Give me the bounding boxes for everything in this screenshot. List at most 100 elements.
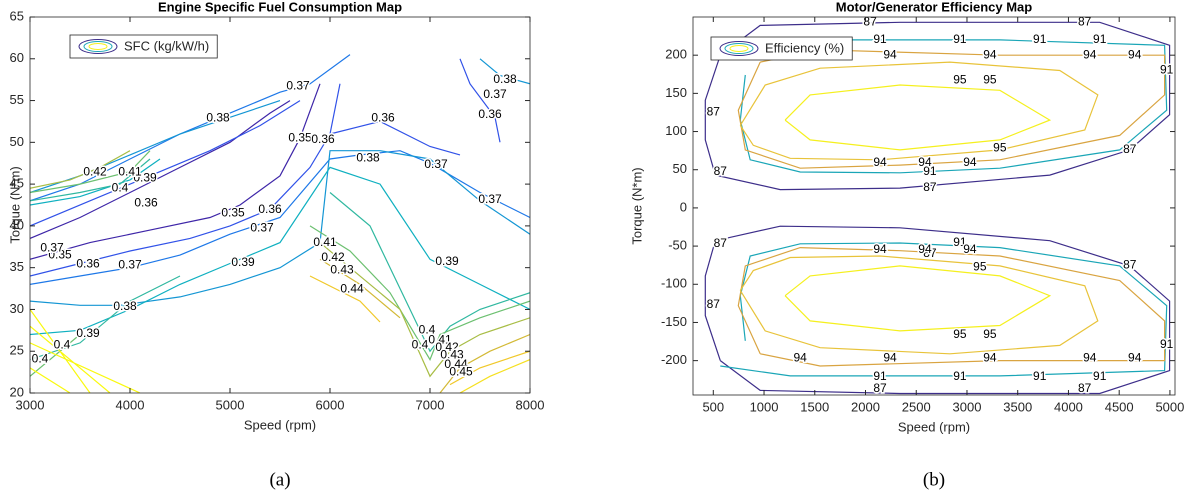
contour-label: 94 bbox=[873, 242, 887, 256]
contour-label: 91 bbox=[1160, 337, 1174, 351]
contour-label: 0.36 bbox=[76, 256, 100, 270]
contour-label: 87 bbox=[1123, 257, 1137, 271]
contour-label: 0.4 bbox=[112, 180, 129, 194]
contour-label: 0.41 bbox=[313, 235, 337, 249]
contour-label: 0.4 bbox=[419, 323, 436, 337]
contour-label: 0.44 bbox=[340, 282, 364, 296]
x-tick-label: 6000 bbox=[316, 397, 345, 412]
contour-line bbox=[737, 49, 1166, 367]
contour-label: 94 bbox=[918, 155, 932, 169]
x-tick-label: 5000 bbox=[1155, 399, 1184, 414]
contour-line bbox=[30, 58, 501, 277]
contour-label: 95 bbox=[983, 73, 997, 87]
contour-label: 0.36 bbox=[371, 110, 395, 124]
contour-label: 0.37 bbox=[286, 79, 310, 93]
contour-label: 0.39 bbox=[133, 170, 157, 184]
contour-line bbox=[30, 150, 530, 378]
contour-label: 0.37 bbox=[478, 192, 502, 206]
y-tick-label: 200 bbox=[665, 47, 687, 62]
contour-label: 94 bbox=[983, 351, 997, 365]
contour-label: 91 bbox=[953, 369, 967, 383]
legend-icon bbox=[719, 41, 759, 56]
contour-label: 87 bbox=[1078, 381, 1092, 395]
contour-label: 94 bbox=[1083, 47, 1097, 61]
contour-label: 87 bbox=[714, 236, 728, 250]
plot-content: 0.350.350.350.360.36 0.360.360.36 0.360.37… bbox=[30, 54, 530, 393]
contour-label: 0.38 bbox=[493, 72, 517, 86]
x-tick-label: 4500 bbox=[1105, 399, 1134, 414]
legend-icon bbox=[729, 45, 749, 52]
y-tick-label: -150 bbox=[661, 314, 687, 329]
x-tick-label: 3000 bbox=[16, 397, 45, 412]
legend: Efficiency (%) bbox=[710, 36, 853, 61]
contour-label: 0.37 bbox=[250, 221, 274, 235]
y-tick-label: 0 bbox=[680, 199, 687, 214]
legend: SFC (kg/kW/h) bbox=[69, 34, 218, 59]
x-axis-label: Speed (rpm) bbox=[898, 419, 970, 434]
y-tick-label: -200 bbox=[661, 352, 687, 367]
contour-label: 0.39 bbox=[435, 254, 459, 268]
contour-label: 0.37 bbox=[424, 157, 448, 171]
legend-label: SFC (kg/kW/h) bbox=[124, 38, 209, 53]
contour-label: 0.38 bbox=[356, 150, 380, 164]
contour-label: 94 bbox=[793, 351, 807, 365]
x-axis-label: Speed (rpm) bbox=[244, 417, 316, 432]
contour-label: 0.35 bbox=[48, 247, 72, 261]
contour-line bbox=[30, 158, 530, 336]
contour-line bbox=[459, 359, 530, 393]
contour-label: 87 bbox=[923, 180, 937, 194]
contour-label: 0.39 bbox=[231, 255, 255, 269]
x-tick-label: 1500 bbox=[800, 399, 829, 414]
chart: 0.350.350.350.360.36 0.360.360.36 0.360.37… bbox=[7, 0, 544, 490]
contour-label: 0.39 bbox=[76, 326, 100, 340]
contour-label: 94 bbox=[1128, 47, 1142, 61]
contour-line bbox=[739, 61, 1099, 355]
y-tick-label: -50 bbox=[668, 238, 687, 253]
contour-label: 94 bbox=[883, 351, 897, 365]
contour-label: 95 bbox=[953, 327, 967, 341]
axes-box bbox=[29, 16, 531, 394]
x-tick-label: 500 bbox=[702, 399, 724, 414]
contour-label: 91 bbox=[1033, 369, 1047, 383]
contour-line bbox=[784, 84, 1052, 332]
contour-label: 91 bbox=[1160, 63, 1174, 77]
contour-label: 0.35 bbox=[288, 130, 312, 144]
chart-title: Engine Specific Fuel Consumption Map bbox=[158, 0, 402, 14]
y-tick-label: 100 bbox=[665, 123, 687, 138]
y-tick-label: 40 bbox=[10, 217, 24, 232]
contour-line bbox=[720, 39, 1168, 377]
contour-label: 87 bbox=[923, 246, 937, 260]
axes-box bbox=[692, 16, 1176, 396]
contour-label: 0.4 bbox=[54, 338, 71, 352]
contour-line bbox=[30, 83, 321, 260]
contour-label: 91 bbox=[1093, 369, 1107, 383]
contour-label: 0.44 bbox=[444, 357, 468, 371]
x-tick-label: 8000 bbox=[516, 397, 545, 412]
contour-line bbox=[319, 258, 530, 393]
contour-label: 0.36 bbox=[134, 196, 158, 210]
contour-label: 91 bbox=[923, 164, 937, 178]
contour-line bbox=[30, 309, 141, 393]
contour-line bbox=[30, 150, 530, 377]
y-tick-label: 150 bbox=[665, 85, 687, 100]
contour-label: 87 bbox=[863, 15, 877, 29]
chart-title: Motor/Generator Efficiency Map bbox=[836, 0, 1033, 14]
y-tick-label: 45 bbox=[10, 176, 24, 191]
contour-label: 94 bbox=[983, 47, 997, 61]
contour-label: 94 bbox=[883, 47, 897, 61]
contour-label: 87 bbox=[1078, 15, 1092, 29]
contour-line bbox=[704, 21, 1171, 395]
y-tick-label: 50 bbox=[673, 161, 687, 176]
y-tick-label: 35 bbox=[10, 259, 24, 274]
contour-label: 91 bbox=[873, 32, 887, 46]
contour-line bbox=[30, 54, 530, 285]
legend-box bbox=[710, 36, 853, 61]
contour-label: 95 bbox=[973, 260, 987, 274]
contour-label: 87 bbox=[707, 297, 721, 311]
legend-icon bbox=[88, 43, 108, 50]
contour-label: 0.37 bbox=[483, 87, 507, 101]
contour-label: 0.36 bbox=[478, 107, 502, 121]
contour-label: 0.36 bbox=[311, 132, 335, 146]
